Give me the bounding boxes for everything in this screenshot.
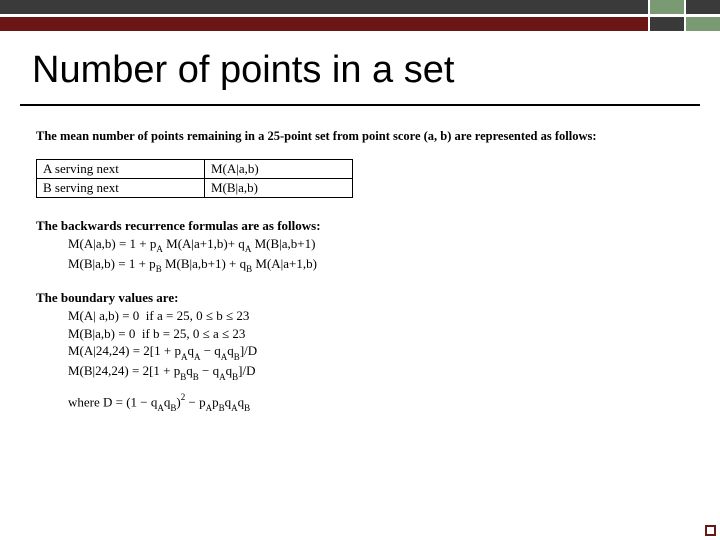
table-cell: A serving next [37, 159, 205, 178]
formula-where: where D = (1 − qAqB)2 − pApBqAqB [68, 392, 684, 413]
boundary-heading: The boundary values are: [36, 290, 684, 306]
bar-lower-box-2 [684, 17, 720, 31]
table-cell: M(B|a,b) [205, 178, 353, 197]
content-body: The mean number of points remaining in a… [0, 106, 720, 413]
table-cell: B serving next [37, 178, 205, 197]
formula-line: M(B|a,b) = 1 + pB M(B|a,b+1) + qB M(A|a+… [68, 255, 684, 275]
page-title: Number of points in a set [32, 49, 700, 92]
table-row: B serving next M(B|a,b) [37, 178, 353, 197]
bar-upper-box-2 [684, 0, 720, 14]
bar-upper-box-1 [648, 0, 684, 14]
formula-line: M(A|24,24) = 2[1 + pAqA − qAqB]/D [68, 342, 684, 362]
formula-line: M(B|a,b) = 0 if b = 25, 0 ≤ a ≤ 23 [68, 325, 684, 343]
intro-text: The mean number of points remaining in a… [36, 128, 684, 145]
bar-lower-main [0, 17, 648, 31]
formula-line: M(A| a,b) = 0 if a = 25, 0 ≤ b ≤ 23 [68, 307, 684, 325]
table-row: A serving next M(A|a,b) [37, 159, 353, 178]
formula-line: M(B|24,24) = 2[1 + pBqB − qAqB]/D [68, 362, 684, 382]
recurrence-heading: The backwards recurrence formulas are as… [36, 218, 684, 234]
serving-table: A serving next M(A|a,b) B serving next M… [36, 159, 353, 198]
bar-upper-main [0, 0, 648, 14]
header-bars [0, 0, 720, 31]
table-cell: M(A|a,b) [205, 159, 353, 178]
recurrence-formulas: M(A|a,b) = 1 + pA M(A|a+1,b)+ qA M(B|a,b… [36, 235, 684, 274]
boundary-formulas: M(A| a,b) = 0 if a = 25, 0 ≤ b ≤ 23 M(B|… [36, 307, 684, 413]
bar-lower-box-1 [648, 17, 684, 31]
formula-line: M(A|a,b) = 1 + pA M(A|a+1,b)+ qA M(B|a,b… [68, 235, 684, 255]
corner-decoration-icon [705, 525, 716, 536]
